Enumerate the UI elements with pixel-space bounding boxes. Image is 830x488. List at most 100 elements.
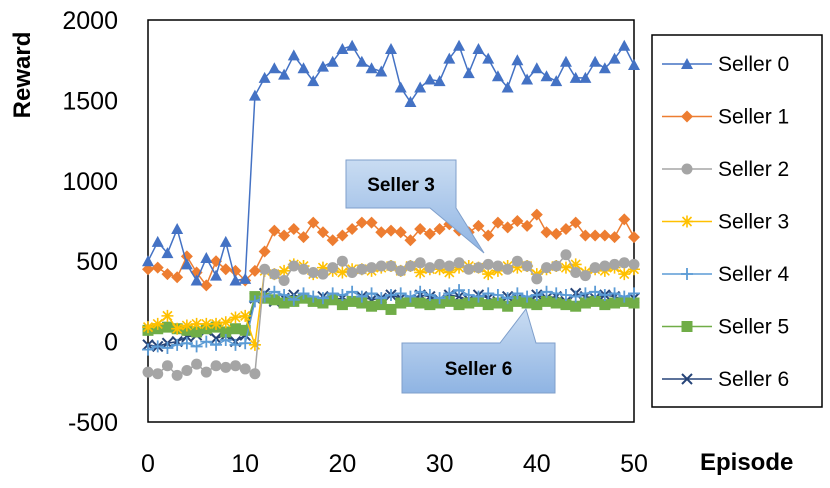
legend-label: Seller 4 — [718, 263, 790, 286]
data-point — [142, 255, 154, 267]
data-point — [443, 287, 456, 300]
data-point — [346, 295, 358, 307]
data-point — [511, 215, 524, 227]
data-point — [559, 223, 572, 236]
x-axis-ticks: 0 10 20 30 40 50 — [141, 450, 648, 478]
data-point — [355, 216, 368, 229]
data-point — [268, 224, 281, 237]
data-point — [569, 258, 582, 271]
data-point — [579, 287, 592, 300]
data-point — [220, 361, 232, 373]
data-point — [210, 332, 222, 345]
data-point — [414, 223, 427, 236]
data-point — [151, 261, 164, 274]
data-point — [530, 288, 543, 301]
data-point — [336, 288, 349, 301]
legend-item-seller-1: Seller 1 — [662, 106, 789, 129]
data-point — [268, 294, 280, 306]
data-point — [346, 285, 359, 298]
data-point — [385, 288, 397, 301]
data-point — [550, 227, 563, 240]
data-point — [161, 247, 174, 259]
data-point — [618, 213, 631, 226]
data-point — [559, 55, 572, 67]
data-point — [190, 340, 203, 353]
data-point — [681, 373, 693, 385]
data-point — [540, 226, 553, 239]
data-point — [569, 71, 582, 83]
data-point — [491, 288, 504, 301]
data-point — [531, 299, 543, 311]
legend-item-seller-6: Seller 6 — [662, 368, 789, 391]
data-point — [190, 274, 203, 286]
data-point — [258, 71, 271, 83]
data-point — [482, 52, 495, 64]
data-point — [502, 300, 514, 312]
data-point — [278, 288, 291, 301]
data-point — [599, 260, 611, 272]
data-point — [530, 208, 543, 221]
data-point — [220, 326, 232, 338]
data-point — [258, 245, 271, 258]
data-point — [482, 287, 495, 300]
data-point — [404, 96, 417, 108]
data-point — [501, 81, 514, 93]
data-point — [424, 299, 436, 311]
data-point — [443, 52, 456, 64]
data-point — [618, 39, 631, 51]
data-point — [161, 321, 173, 333]
data-point — [394, 287, 407, 300]
data-point — [190, 317, 203, 330]
data-point — [288, 260, 300, 272]
data-point — [336, 266, 349, 279]
data-point — [161, 268, 174, 281]
data-point — [327, 262, 339, 274]
legend-label: Seller 2 — [718, 158, 789, 181]
data-point — [589, 295, 601, 307]
data-point — [180, 337, 193, 350]
data-point — [608, 231, 621, 244]
data-point — [579, 297, 591, 309]
data-point — [472, 290, 485, 303]
data-point — [307, 266, 319, 278]
data-point — [414, 81, 427, 93]
data-point — [210, 338, 223, 351]
data-point — [297, 231, 310, 244]
data-point — [569, 290, 582, 303]
data-point — [375, 260, 387, 272]
plot-area — [147, 19, 635, 423]
data-point — [434, 258, 446, 270]
data-point — [531, 273, 543, 285]
data-point — [462, 67, 475, 79]
data-point — [589, 285, 602, 298]
data-point — [394, 226, 407, 239]
data-point — [287, 49, 300, 61]
data-point — [570, 266, 582, 278]
callout-seller-3: Seller 3 — [345, 159, 485, 254]
data-point — [200, 335, 213, 348]
data-point — [511, 255, 523, 267]
data-point — [248, 264, 261, 277]
data-point — [511, 295, 523, 307]
data-point — [161, 360, 173, 372]
data-point — [219, 333, 232, 346]
data-point — [151, 340, 164, 353]
data-point — [297, 287, 310, 300]
data-point — [200, 251, 213, 263]
data-point — [560, 299, 572, 311]
data-point — [530, 62, 543, 74]
data-point — [385, 303, 397, 315]
data-point — [278, 264, 291, 277]
y-tick-label: 1500 — [62, 87, 118, 115]
data-point — [521, 290, 534, 303]
data-point — [248, 338, 261, 351]
data-point — [579, 71, 592, 83]
data-point — [307, 216, 320, 229]
data-point — [628, 59, 640, 71]
data-point — [327, 294, 339, 306]
data-point — [472, 219, 485, 232]
data-point — [219, 235, 232, 247]
data-point — [171, 223, 184, 235]
data-point — [453, 284, 466, 297]
